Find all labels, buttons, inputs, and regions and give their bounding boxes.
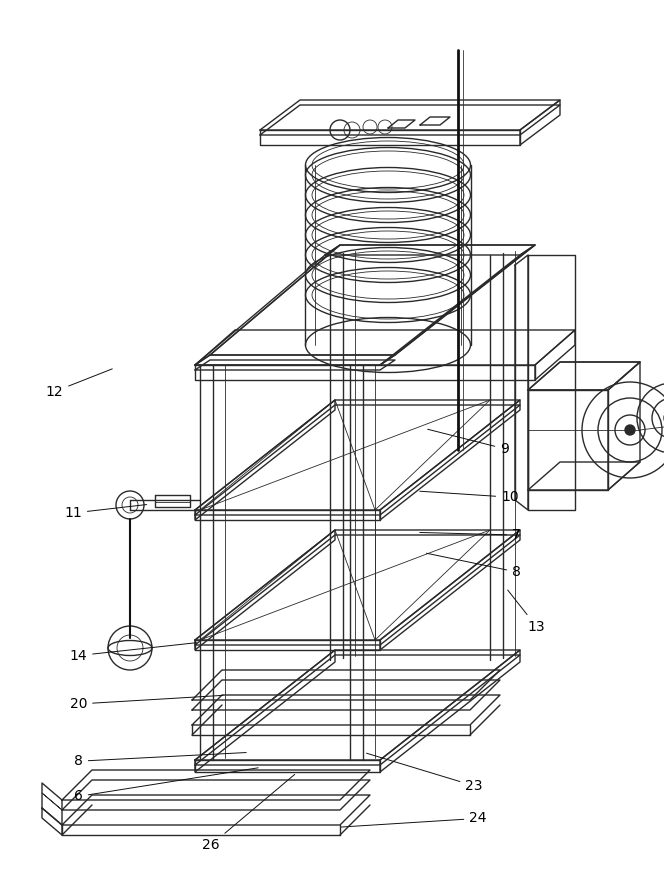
Text: 6: 6 [74, 767, 258, 803]
Circle shape [625, 425, 635, 435]
Text: 11: 11 [64, 504, 147, 520]
Text: 12: 12 [46, 369, 112, 399]
Text: 26: 26 [203, 774, 295, 852]
Text: 9: 9 [428, 429, 509, 456]
Text: 8: 8 [74, 752, 246, 768]
Text: 23: 23 [367, 753, 483, 793]
Text: 24: 24 [341, 811, 487, 827]
Text: 10: 10 [420, 490, 519, 504]
Text: 20: 20 [70, 695, 223, 711]
Text: 8: 8 [426, 554, 521, 579]
Text: 13: 13 [508, 590, 545, 634]
Text: 7: 7 [420, 528, 521, 542]
Text: 14: 14 [70, 642, 197, 663]
